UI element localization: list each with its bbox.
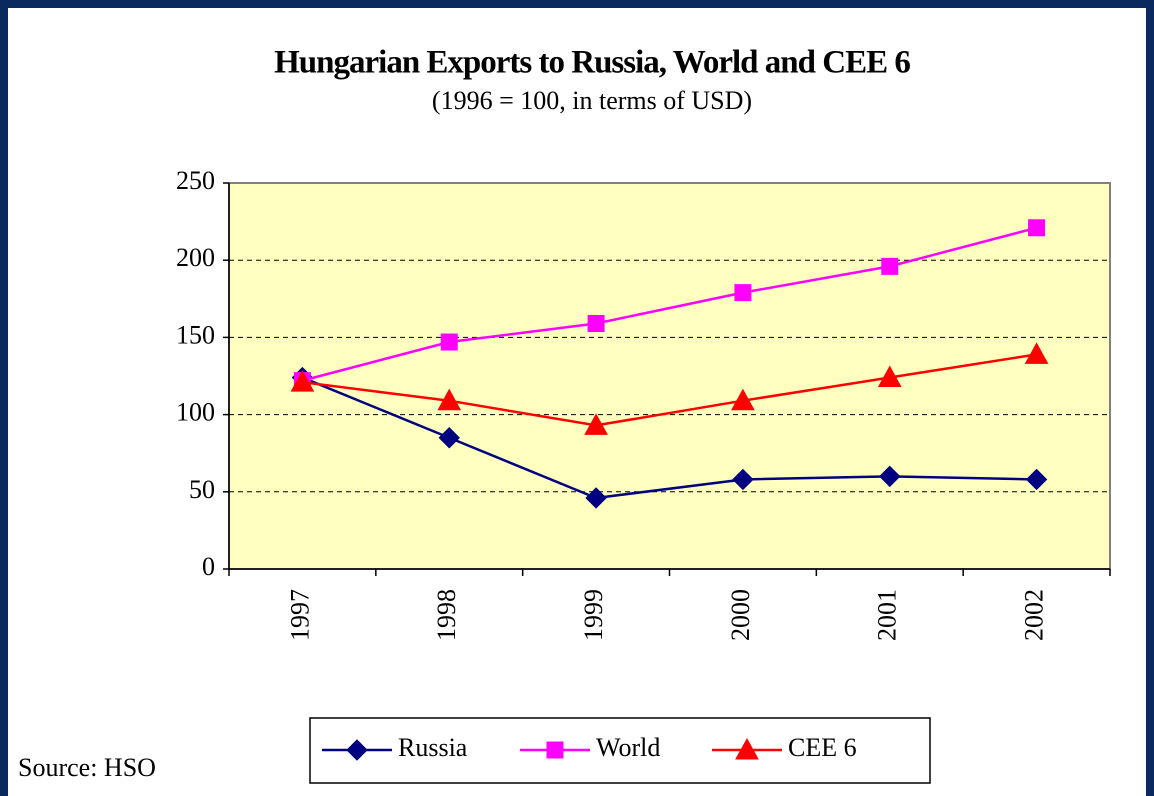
y-tick-label: 0 [202,552,215,581]
y-tick-label: 50 [189,475,215,504]
marker [877,365,902,388]
chart-title: Hungarian Exports to Russia, World and C… [274,45,910,81]
y-tick-label: 150 [176,320,215,349]
plot-area [228,182,1111,570]
series-line [302,353,1037,427]
legend-label: CEE 6 [788,733,857,762]
legend-label: World [596,733,660,762]
chart-subtitle: (1996 = 100, in terms of USD) [432,86,752,115]
marker [735,737,759,760]
legend: Russia World CEE 6 [309,717,931,784]
marker [440,333,458,351]
marker [732,468,754,491]
x-tick-label: 1999 [579,589,608,641]
y-tick-label: 200 [176,243,215,272]
series-line [302,226,1037,382]
legend-box [309,717,931,784]
marker [587,315,605,333]
x-tick-label: 2002 [1020,589,1049,641]
marker [438,427,460,449]
marker [879,465,901,488]
marker [546,741,564,759]
marker [584,413,608,435]
x-tick-label: 2001 [873,589,902,641]
marker [881,257,899,275]
legend-label: Russia [398,733,468,762]
series-line [301,376,1037,500]
marker [290,370,315,392]
x-tick-label: 2000 [726,589,755,641]
marker [1025,468,1048,491]
marker [585,487,607,509]
marker [1024,342,1049,364]
source-note: Source: HSO [18,753,156,782]
y-tick-label: 100 [176,398,215,427]
marker [1028,219,1046,237]
x-tick-label: 1997 [285,589,314,641]
marker [346,739,368,761]
marker [734,284,752,302]
marker [731,388,755,411]
marker [437,388,462,411]
x-tick-label: 1998 [432,589,461,641]
y-tick-label: 250 [176,166,215,195]
